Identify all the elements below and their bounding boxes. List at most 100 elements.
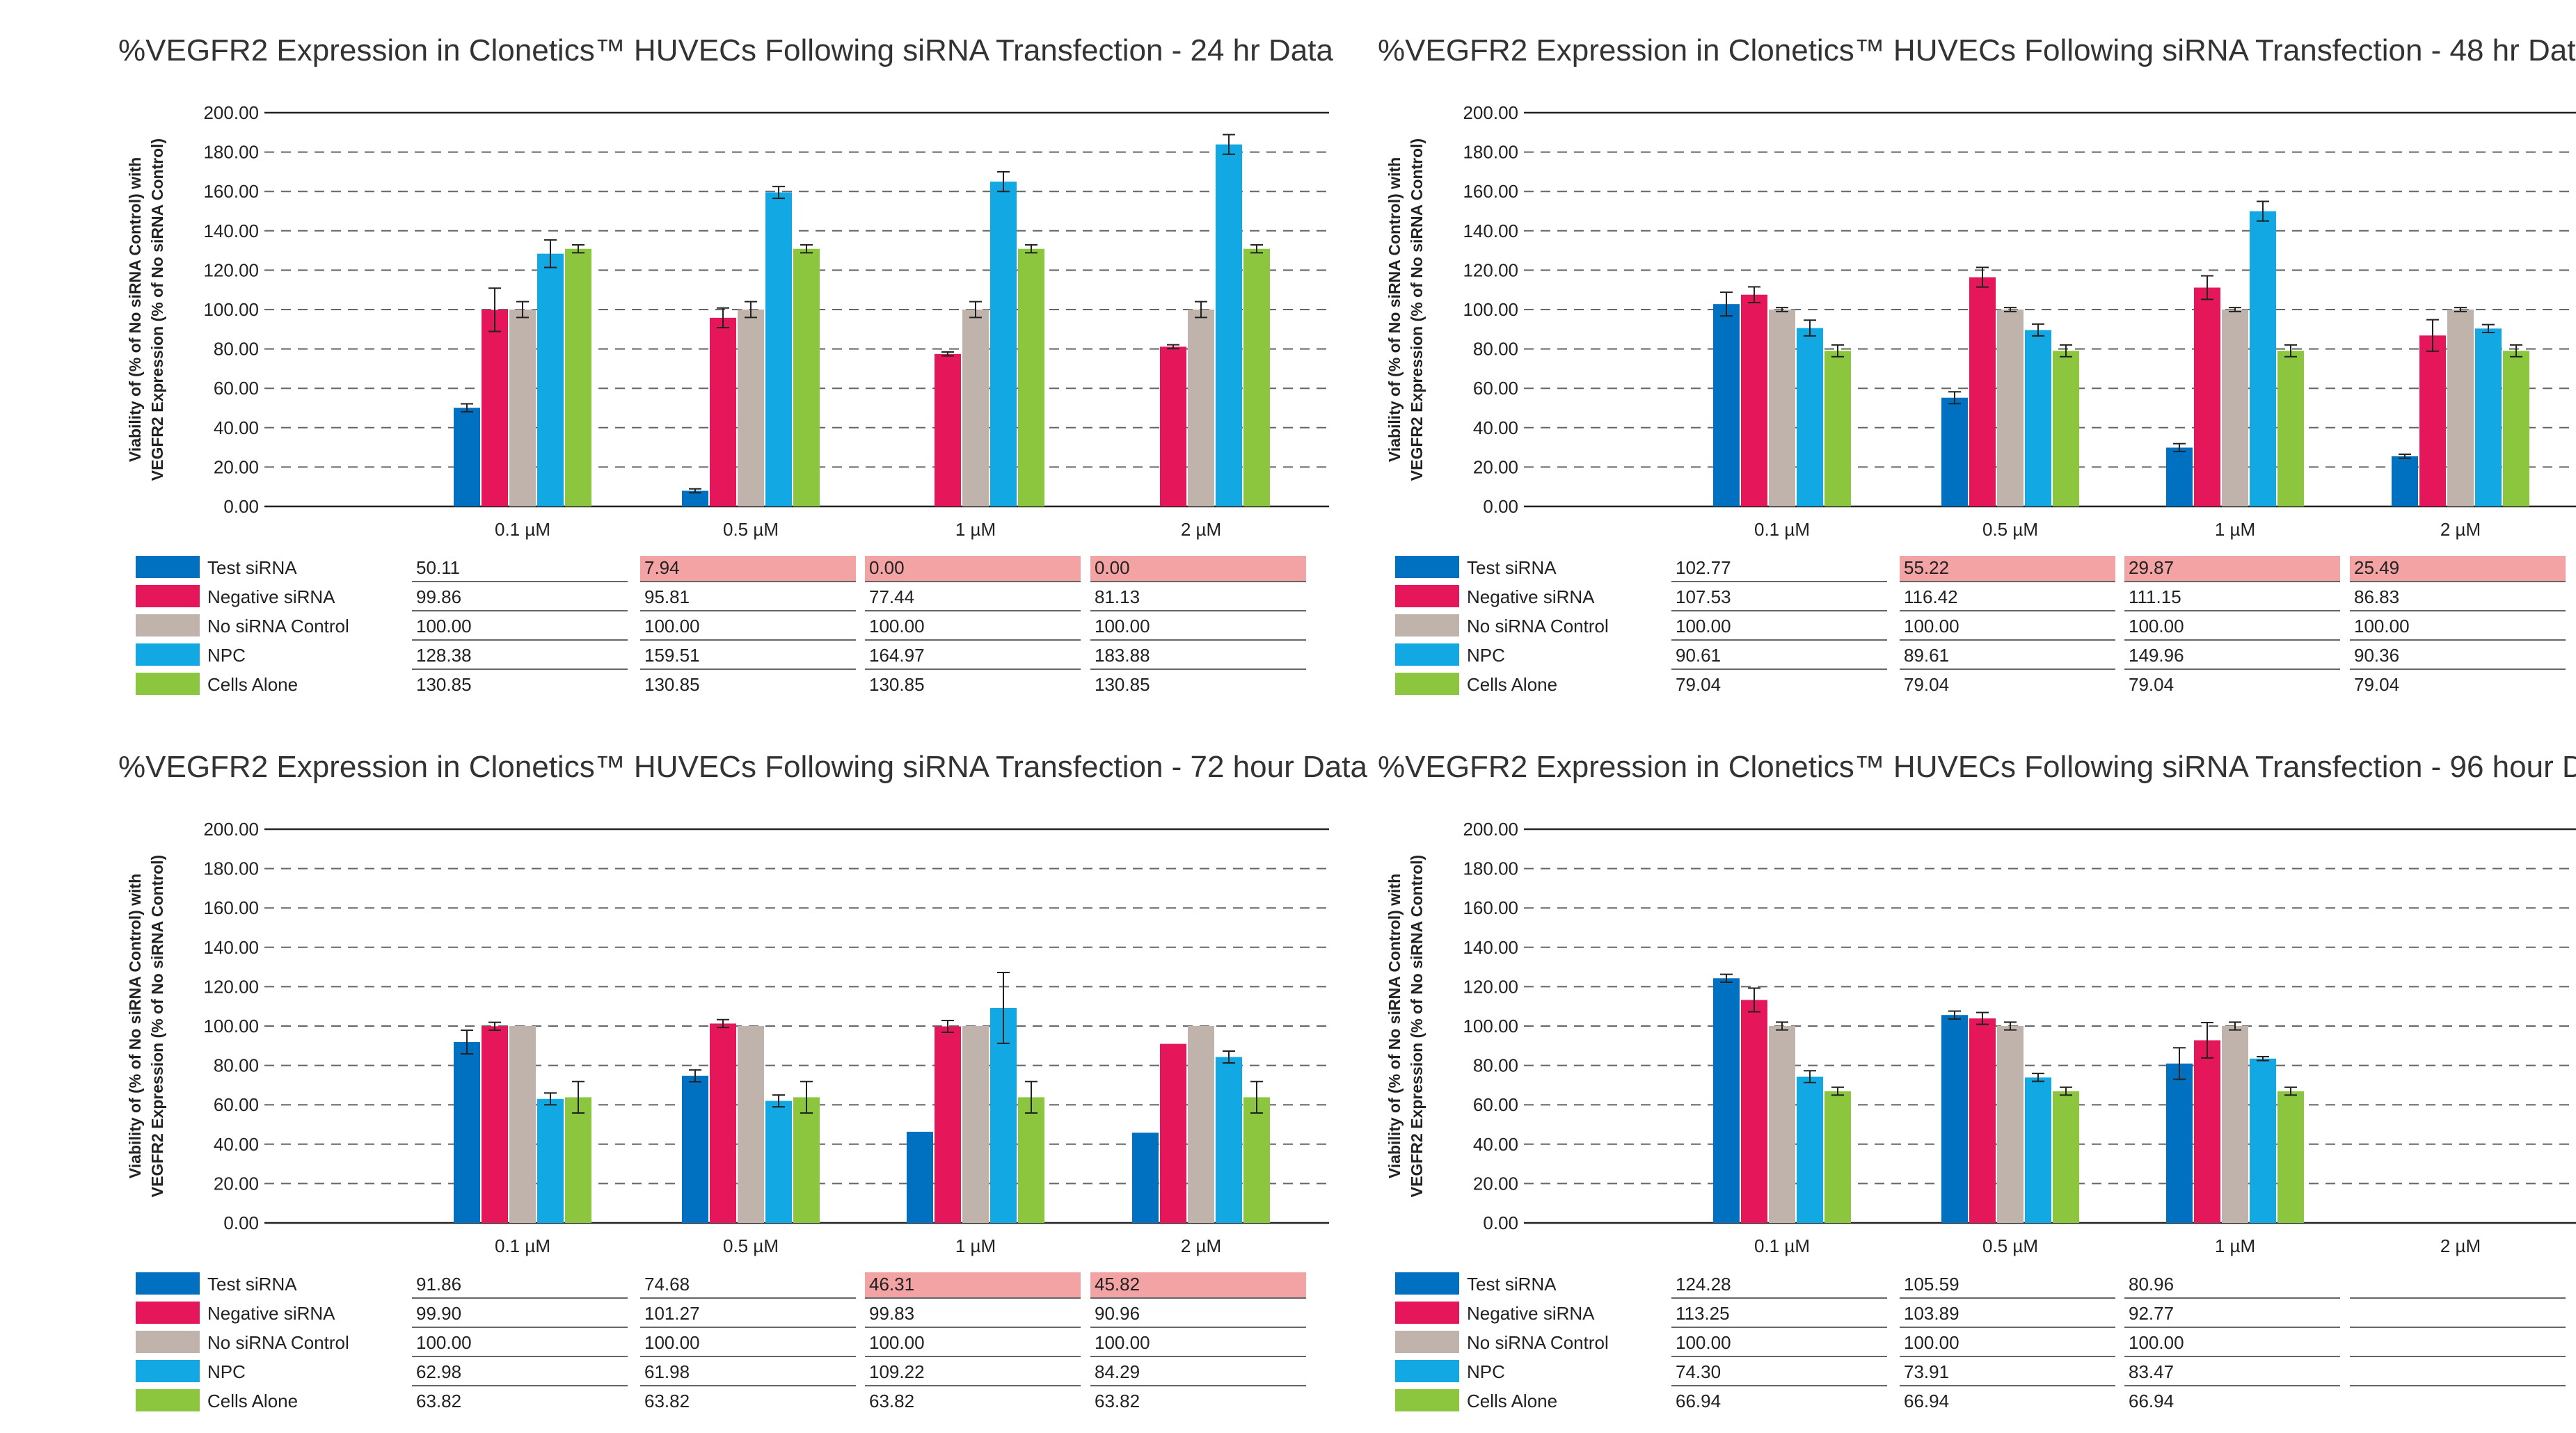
legend-label: Negative siRNA — [207, 586, 335, 607]
table-cell-value: 113.25 — [1676, 1303, 1730, 1324]
legend-label: Cells Alone — [1467, 1391, 1557, 1411]
bar — [565, 248, 591, 506]
table-cell-value: 100.00 — [1676, 616, 1731, 637]
y-tick-label: 40.00 — [1473, 417, 1518, 438]
bar — [509, 1026, 536, 1223]
bar — [537, 253, 564, 506]
legend-label: Test siRNA — [1467, 1274, 1557, 1295]
bar — [1741, 1000, 1767, 1223]
legend-label: No siRNA Control — [207, 616, 349, 637]
legend-swatch — [136, 614, 200, 637]
bar — [1997, 1026, 2024, 1223]
table-cell-value: 100.00 — [1095, 616, 1150, 637]
legend-label: Cells Alone — [1467, 674, 1557, 695]
bar — [1243, 248, 1270, 506]
table-cell-value: 90.61 — [1676, 645, 1721, 666]
category-label: 2 µM — [1181, 1235, 1221, 1256]
table-cell-value: 130.85 — [644, 674, 700, 695]
bar — [682, 490, 708, 506]
bar — [537, 1098, 564, 1223]
table-cell-value: 100.00 — [644, 616, 700, 637]
table-cell-value: 25.49 — [2354, 557, 2399, 578]
y-tick-label: 180.00 — [1463, 858, 1518, 879]
y-tick-label: 100.00 — [203, 1016, 259, 1036]
y-axis-title: VEGFR2 Expression (% of No siRNA Control… — [148, 855, 166, 1197]
table-cell-value: 128.38 — [416, 645, 472, 666]
legend-swatch — [1395, 556, 1459, 578]
y-tick-label: 20.00 — [1473, 1173, 1518, 1194]
table-cell-value: 124.28 — [1676, 1274, 1731, 1295]
legend-label: Negative siRNA — [1467, 586, 1595, 607]
y-tick-label: 120.00 — [203, 976, 259, 997]
table-cell-value: 0.00 — [1095, 557, 1130, 578]
table-cell-value: 73.91 — [1904, 1361, 1949, 1382]
table-cell-value: 79.04 — [2129, 674, 2174, 695]
bar — [765, 1100, 792, 1223]
table-cell-value: 100.00 — [1095, 1332, 1150, 1353]
y-tick-label: 160.00 — [203, 897, 259, 918]
table-cell-highlight — [865, 556, 1081, 581]
table-cell-value: 100.00 — [1904, 616, 1959, 637]
bar — [1797, 1076, 1823, 1223]
bar — [710, 317, 736, 506]
legend-label: Negative siRNA — [1467, 1303, 1595, 1324]
category-label: 0.5 µM — [1982, 519, 2038, 540]
bar — [1997, 310, 2024, 506]
bar — [509, 310, 536, 506]
table-cell-value: 90.96 — [1095, 1303, 1140, 1324]
bar-chart-48hr: Viability of (% of No siRNA Control) wit… — [1385, 102, 2576, 695]
category-label: 0.5 µM — [723, 1235, 779, 1256]
table-cell-value: 100.00 — [416, 616, 472, 637]
bar — [793, 1097, 820, 1223]
bar — [1969, 277, 1996, 506]
chart-title: %VEGFR2 Expression in Clonetics™ HUVECs … — [118, 33, 1333, 67]
bar — [2250, 1058, 2276, 1223]
y-axis-title: Viability of (% of No siRNA Control) wit… — [1385, 874, 1404, 1178]
y-tick-label: 80.00 — [1473, 339, 1518, 360]
legend-swatch — [136, 556, 200, 578]
bar — [1243, 1097, 1270, 1223]
y-tick-label: 60.00 — [1473, 1094, 1518, 1115]
bar — [1824, 1091, 1851, 1223]
table-cell-value: 100.00 — [644, 1332, 700, 1353]
category-label: 0.1 µM — [495, 519, 550, 540]
table-cell-value: 61.98 — [644, 1361, 690, 1382]
table-cell-value: 63.82 — [416, 1391, 461, 1411]
bar — [2222, 1026, 2248, 1223]
table-cell-highlight — [2124, 556, 2340, 581]
y-tick-label: 0.00 — [1483, 496, 1518, 517]
bar — [1824, 351, 1851, 506]
y-tick-label: 20.00 — [1473, 456, 1518, 477]
table-cell-highlight — [1900, 556, 2115, 581]
category-label: 2 µM — [2440, 1235, 2481, 1256]
bar — [1160, 1043, 1186, 1223]
chart-title: %VEGFR2 Expression in Clonetics™ HUVECs … — [1378, 33, 2576, 67]
y-axis-title: VEGFR2 Expression (% of No siRNA Control… — [148, 138, 166, 481]
table-cell-value: 100.00 — [1676, 1332, 1731, 1353]
bar — [482, 310, 508, 506]
bar-chart-24hr: Viability of (% of No siRNA Control) wit… — [126, 102, 1329, 695]
table-cell-value: 116.42 — [1904, 586, 1958, 607]
table-cell-value: 130.85 — [869, 674, 925, 695]
bar — [907, 1131, 933, 1223]
table-cell-value: 100.00 — [2354, 616, 2410, 637]
table-cell-value: 105.59 — [1904, 1274, 1959, 1295]
bar — [1713, 978, 1740, 1223]
bar — [935, 1026, 961, 1223]
y-tick-label: 80.00 — [214, 1055, 259, 1076]
legend-swatch — [136, 1389, 200, 1411]
y-axis-title: Viability of (% of No siRNA Control) wit… — [126, 157, 144, 462]
bar-chart-96hr: Viability of (% of No siRNA Control) wit… — [1385, 819, 2576, 1411]
table-cell-value: 92.77 — [2129, 1303, 2174, 1324]
table-cell-value: 103.89 — [1904, 1303, 1959, 1324]
table-cell-value: 111.15 — [2129, 586, 2181, 607]
table-cell-value: 81.13 — [1095, 586, 1140, 607]
table-cell-value: 159.51 — [644, 645, 700, 666]
bar — [2475, 328, 2502, 506]
legend-swatch — [1395, 643, 1459, 666]
category-label: 1 µM — [2215, 519, 2255, 540]
bar — [2166, 1063, 2193, 1223]
y-tick-label: 20.00 — [214, 456, 259, 477]
table-cell-value: 102.77 — [1676, 557, 1731, 578]
legend-label: Negative siRNA — [207, 1303, 335, 1324]
